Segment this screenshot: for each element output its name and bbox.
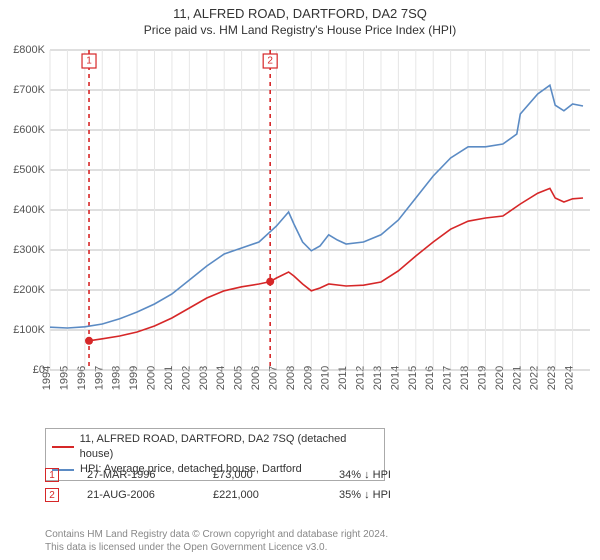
transaction-row: 2 21-AUG-2006 £221,000 35% ↓ HPI — [45, 488, 437, 502]
legend-swatch — [52, 446, 74, 448]
svg-text:2024: 2024 — [564, 366, 576, 390]
svg-text:2003: 2003 — [198, 366, 210, 390]
svg-text:1995: 1995 — [58, 366, 70, 390]
svg-text:2008: 2008 — [285, 366, 297, 390]
page-title: 11, ALFRED ROAD, DARTFORD, DA2 7SQ — [0, 0, 600, 21]
svg-text:2023: 2023 — [546, 366, 558, 390]
svg-text:£200K: £200K — [13, 284, 45, 296]
svg-text:£700K: £700K — [13, 84, 45, 96]
svg-text:2022: 2022 — [529, 366, 541, 390]
transaction-row: 1 27-MAR-1996 £73,000 34% ↓ HPI — [45, 468, 437, 482]
svg-text:2017: 2017 — [442, 366, 454, 390]
svg-text:2021: 2021 — [511, 366, 523, 390]
transaction-price: £221,000 — [213, 489, 311, 501]
svg-text:£600K: £600K — [13, 124, 45, 136]
svg-text:2004: 2004 — [215, 366, 227, 390]
svg-text:£400K: £400K — [13, 204, 45, 216]
svg-text:2013: 2013 — [372, 366, 384, 390]
page-subtitle: Price paid vs. HM Land Registry's House … — [0, 23, 600, 37]
svg-text:2007: 2007 — [267, 366, 279, 390]
line-chart: £0£100K£200K£300K£400K£500K£600K£700K£80… — [0, 40, 600, 420]
svg-text:2010: 2010 — [320, 366, 332, 390]
svg-text:£500K: £500K — [13, 164, 45, 176]
svg-text:2019: 2019 — [476, 366, 488, 390]
svg-text:2012: 2012 — [355, 366, 367, 390]
transaction-marker: 2 — [45, 488, 59, 502]
svg-text:2001: 2001 — [163, 366, 175, 390]
svg-text:2000: 2000 — [146, 366, 158, 390]
svg-text:2014: 2014 — [389, 366, 401, 390]
copyright-line-2: This data is licensed under the Open Gov… — [45, 541, 388, 554]
svg-text:2002: 2002 — [180, 366, 192, 390]
svg-text:2006: 2006 — [250, 366, 262, 390]
svg-text:2: 2 — [267, 56, 273, 67]
svg-text:1996: 1996 — [76, 366, 88, 390]
copyright-text: Contains HM Land Registry data © Crown c… — [45, 528, 388, 554]
svg-text:1998: 1998 — [111, 366, 123, 390]
chart-area: £0£100K£200K£300K£400K£500K£600K£700K£80… — [0, 40, 600, 420]
svg-text:1997: 1997 — [93, 366, 105, 390]
transaction-date: 21-AUG-2006 — [87, 489, 185, 501]
legend-item: 11, ALFRED ROAD, DARTFORD, DA2 7SQ (deta… — [52, 432, 378, 462]
legend-label: 11, ALFRED ROAD, DARTFORD, DA2 7SQ (deta… — [80, 432, 378, 462]
svg-text:1: 1 — [86, 56, 92, 67]
svg-text:2018: 2018 — [459, 366, 471, 390]
chart-container: 11, ALFRED ROAD, DARTFORD, DA2 7SQ Price… — [0, 0, 600, 560]
transactions-table: 1 27-MAR-1996 £73,000 34% ↓ HPI 2 21-AUG-2006… — [45, 468, 437, 508]
svg-text:1999: 1999 — [128, 366, 140, 390]
transaction-price: £73,000 — [213, 469, 311, 481]
svg-text:2005: 2005 — [233, 366, 245, 390]
svg-text:2016: 2016 — [424, 366, 436, 390]
svg-text:£300K: £300K — [13, 244, 45, 256]
transaction-date: 27-MAR-1996 — [87, 469, 185, 481]
transaction-marker: 1 — [45, 468, 59, 482]
transaction-delta: 35% ↓ HPI — [339, 489, 437, 501]
svg-text:2015: 2015 — [407, 366, 419, 390]
copyright-line-1: Contains HM Land Registry data © Crown c… — [45, 528, 388, 541]
svg-text:2009: 2009 — [302, 366, 314, 390]
svg-text:1994: 1994 — [41, 366, 53, 390]
svg-text:£100K: £100K — [13, 324, 45, 336]
transaction-delta: 34% ↓ HPI — [339, 469, 437, 481]
svg-text:£800K: £800K — [13, 44, 45, 56]
svg-text:2020: 2020 — [494, 366, 506, 390]
